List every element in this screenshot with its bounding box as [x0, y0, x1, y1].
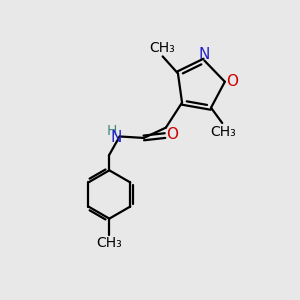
Text: N: N — [199, 46, 210, 62]
Text: O: O — [226, 74, 238, 89]
Text: O: O — [166, 128, 178, 142]
Text: CH₃: CH₃ — [96, 236, 122, 250]
Text: CH₃: CH₃ — [149, 41, 175, 55]
Text: H: H — [106, 124, 117, 138]
Text: CH₃: CH₃ — [210, 125, 236, 139]
Text: N: N — [110, 130, 122, 146]
